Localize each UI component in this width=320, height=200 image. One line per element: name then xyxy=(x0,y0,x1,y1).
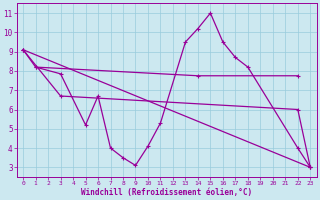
X-axis label: Windchill (Refroidissement éolien,°C): Windchill (Refroidissement éolien,°C) xyxy=(81,188,252,197)
